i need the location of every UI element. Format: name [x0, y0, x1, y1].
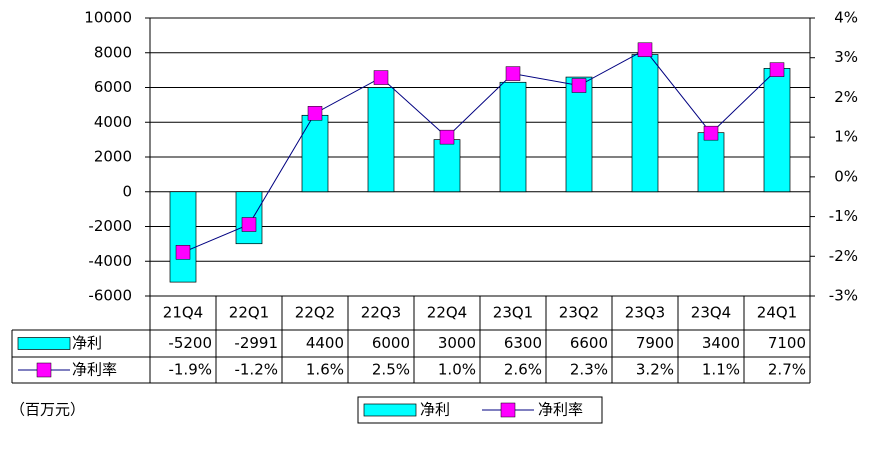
table-cell: -5200 — [168, 334, 212, 352]
line — [182, 49, 778, 253]
table-cell: 3400 — [702, 334, 740, 352]
y2-tick-label: -3% — [829, 287, 858, 305]
marker — [373, 70, 389, 85]
marker — [439, 129, 455, 145]
x-tick-label: 23Q4 — [691, 304, 731, 322]
marker — [703, 125, 719, 141]
table-cell: 1.1% — [702, 361, 740, 379]
bar — [367, 87, 395, 193]
y-tick-label: -4000 — [88, 252, 132, 270]
x-tick-label: 21Q4 — [163, 304, 203, 322]
x-tick-label: 22Q4 — [427, 304, 467, 322]
y-tick-label: -2000 — [88, 217, 132, 235]
y-tick-label: 0 — [122, 182, 132, 200]
x-tick-label: 24Q1 — [757, 304, 797, 322]
bar — [169, 191, 197, 283]
table-cell: 6300 — [504, 334, 542, 352]
legend-key-marker — [500, 402, 516, 418]
table-cell: 6600 — [570, 334, 608, 352]
table-cell: 3.2% — [636, 361, 674, 379]
x-tick-label: 22Q3 — [361, 304, 401, 322]
x-tick-label: 23Q1 — [493, 304, 533, 322]
marker — [307, 106, 323, 121]
bar — [631, 54, 659, 193]
y2-tick-label: -1% — [829, 207, 858, 225]
bar — [697, 132, 725, 193]
marker — [637, 42, 653, 58]
table-cell: 6000 — [372, 334, 410, 352]
legend-key-marker — [36, 362, 52, 378]
table-cell: 4400 — [306, 334, 344, 352]
y2-tick-label: 0% — [834, 167, 858, 185]
y-tick-label: 10000 — [84, 9, 132, 27]
x-tick-label: 22Q2 — [295, 304, 335, 322]
table-cell: -2991 — [234, 334, 278, 352]
legend-label: 净利 — [420, 401, 450, 419]
marker — [505, 66, 521, 81]
marker — [175, 245, 191, 260]
y2-tick-label: 1% — [834, 128, 858, 146]
marker — [241, 217, 257, 232]
table-row-header: 净利 — [72, 334, 102, 352]
table-cell: 7100 — [768, 334, 806, 352]
table-cell: 2.3% — [570, 361, 608, 379]
x-tick-label: 23Q2 — [559, 304, 599, 322]
y-tick-label: 4000 — [94, 113, 132, 131]
y-tick-label: 2000 — [94, 148, 132, 166]
x-tick-label: 23Q3 — [625, 304, 665, 322]
table-row-header: 净利率 — [72, 361, 117, 379]
marker — [571, 78, 587, 93]
table-cell: 1.0% — [438, 361, 476, 379]
bar — [433, 139, 461, 193]
table-cell: 2.7% — [768, 361, 806, 379]
y2-tick-label: 2% — [834, 88, 858, 106]
table-cell: 2.6% — [504, 361, 542, 379]
table-cell: 3000 — [438, 334, 476, 352]
x-tick-label: 22Q1 — [229, 304, 269, 322]
y2-tick-label: -2% — [829, 247, 858, 265]
legend-key-bar — [363, 403, 417, 417]
y2-tick-label: 3% — [834, 48, 858, 66]
table-cell: 1.6% — [306, 361, 344, 379]
y2-tick-label: 4% — [834, 9, 858, 27]
table-cell: 2.5% — [372, 361, 410, 379]
marker — [769, 62, 785, 77]
unit-label: （百万元） — [10, 401, 85, 419]
table-cell: -1.2% — [234, 361, 278, 379]
bar — [565, 76, 593, 193]
y-tick-label: 8000 — [94, 43, 132, 61]
y-tick-label: 6000 — [94, 78, 132, 96]
table-cell: -1.9% — [168, 361, 212, 379]
legend-key-bar — [17, 337, 71, 350]
bar — [763, 68, 791, 193]
legend-label: 净利率 — [538, 401, 583, 419]
table-cell: 7900 — [636, 334, 674, 352]
y-tick-label: -6000 — [88, 287, 132, 305]
bar — [499, 81, 527, 193]
bar — [301, 114, 329, 193]
